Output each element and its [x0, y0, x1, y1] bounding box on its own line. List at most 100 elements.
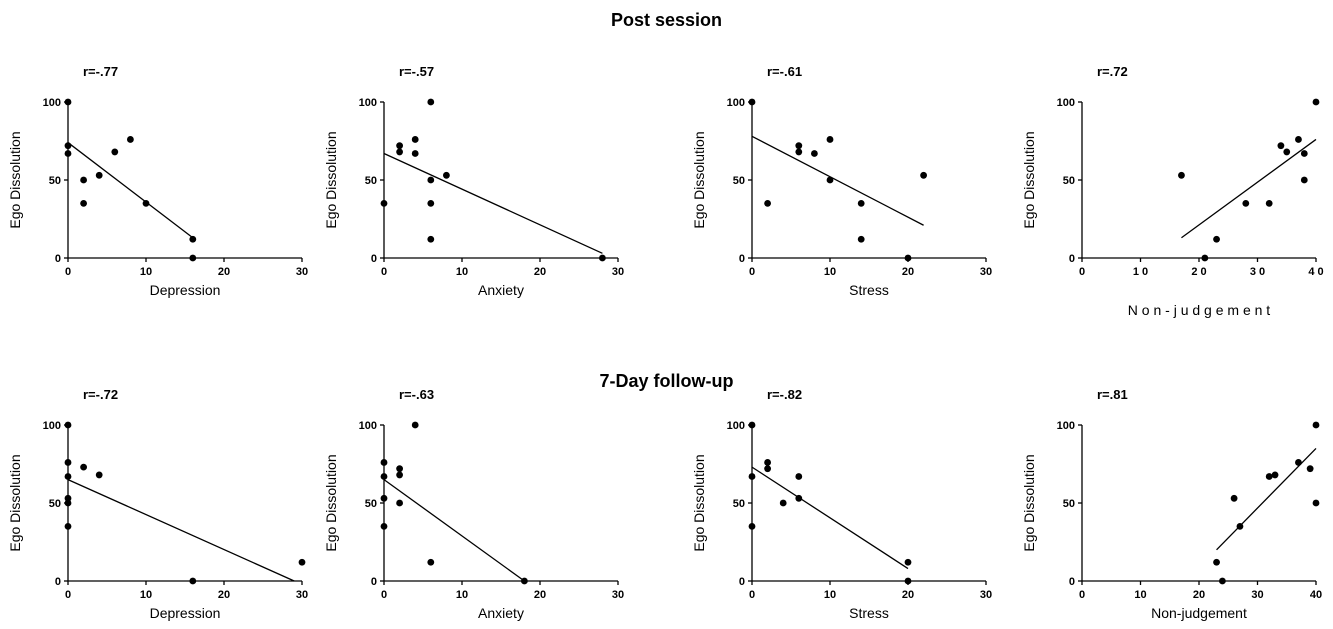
regression-line	[67, 142, 194, 239]
data-point	[411, 421, 419, 429]
x-tick-label: 0	[65, 266, 71, 278]
correlation-label: r=.72	[1097, 64, 1128, 79]
y-tick-label: 0	[1069, 576, 1075, 588]
scatter-panel-7: 0 50 100 0 10 20 30 Stress Ego Dissolution r=-.82	[691, 387, 992, 621]
data-point	[396, 499, 403, 507]
x-axis-label: N o n - j u d g e m e n t	[1128, 302, 1271, 318]
data-point	[1201, 254, 1209, 262]
data-point	[64, 150, 72, 157]
data-point	[1277, 142, 1285, 150]
data-point	[748, 98, 756, 106]
data-point	[1213, 235, 1220, 243]
y-axis-label: Ego Dissolution	[323, 131, 339, 228]
y-tick-label: 0	[371, 576, 377, 588]
data-point	[1230, 494, 1238, 502]
data-point	[795, 473, 803, 480]
x-tick-label: 2 0	[1191, 266, 1206, 278]
data-point	[795, 148, 803, 156]
correlation-label: r=-.57	[399, 64, 434, 79]
scatter-panel-2: 0 50 100 0 10 20 30 Anxiety Ego Dissolution r=-.5…	[323, 64, 624, 298]
x-tick-label: 0	[749, 589, 755, 601]
data-point	[427, 98, 435, 106]
data-point	[111, 148, 119, 156]
data-point	[1219, 577, 1226, 585]
regression-line	[383, 152, 603, 254]
x-tick-label: 30	[980, 266, 992, 278]
x-tick-label: 30	[296, 589, 308, 601]
data-point	[1213, 558, 1220, 566]
y-tick-label: 100	[727, 97, 745, 109]
data-point	[298, 558, 306, 566]
y-tick-label: 50	[49, 498, 61, 510]
data-point	[411, 136, 419, 143]
data-point	[1295, 136, 1302, 143]
x-tick-label: 3 0	[1250, 266, 1265, 278]
y-tick-label: 0	[1069, 253, 1075, 265]
data-point	[64, 421, 72, 429]
y-axis-label: Ego Dissolution	[7, 454, 23, 551]
y-tick-label: 50	[733, 175, 745, 187]
x-axis-label: Depression	[150, 282, 221, 298]
y-tick-label: 100	[43, 97, 61, 109]
data-point	[826, 176, 834, 184]
x-tick-label: 0	[381, 266, 387, 278]
x-tick-label: 20	[1193, 589, 1205, 601]
regression-line	[67, 479, 295, 582]
data-point	[811, 150, 818, 157]
y-axis-label: Ego Dissolution	[7, 131, 23, 228]
data-point	[427, 558, 435, 566]
data-point	[521, 577, 528, 585]
correlation-label: r=-.72	[83, 387, 118, 402]
data-point	[380, 459, 388, 466]
data-point	[64, 459, 72, 466]
y-tick-label: 50	[1063, 498, 1075, 510]
x-tick-label: 4 0	[1308, 266, 1323, 278]
x-tick-label: 10	[824, 589, 836, 601]
data-point	[904, 558, 912, 566]
data-point	[748, 421, 756, 429]
x-tick-label: 20	[218, 266, 230, 278]
data-point	[1300, 176, 1308, 184]
data-point	[80, 176, 87, 184]
data-point	[795, 142, 803, 150]
x-tick-label: 20	[534, 266, 546, 278]
y-tick-label: 0	[739, 253, 745, 265]
data-point	[826, 136, 834, 143]
data-point	[1265, 473, 1273, 480]
regression-line	[1181, 138, 1317, 239]
y-tick-label: 50	[365, 498, 377, 510]
x-axis-label: Stress	[849, 282, 889, 298]
data-point	[80, 200, 87, 207]
x-tick-label: 30	[612, 589, 624, 601]
x-tick-label: 10	[1134, 589, 1146, 601]
x-axis-label: Anxiety	[478, 282, 524, 298]
data-point	[380, 523, 388, 530]
correlation-label: r=-.82	[767, 387, 802, 402]
x-tick-label: 30	[296, 266, 308, 278]
y-tick-label: 100	[359, 420, 377, 432]
data-point	[1283, 148, 1291, 156]
x-tick-label: 10	[140, 266, 152, 278]
y-tick-label: 50	[733, 498, 745, 510]
data-point	[857, 235, 865, 243]
y-tick-label: 100	[359, 97, 377, 109]
y-tick-label: 50	[1063, 175, 1075, 187]
data-point	[599, 254, 606, 262]
data-point	[764, 459, 771, 466]
x-tick-label: 0	[381, 589, 387, 601]
x-tick-label: 30	[612, 266, 624, 278]
data-point	[1300, 150, 1308, 157]
y-axis-label: Ego Dissolution	[1021, 454, 1037, 551]
data-point	[1312, 98, 1320, 106]
x-tick-label: 10	[456, 266, 468, 278]
data-point	[396, 465, 403, 473]
regression-line	[751, 466, 909, 570]
data-point	[904, 254, 912, 262]
data-point	[1265, 200, 1273, 207]
x-axis-label: Anxiety	[478, 605, 524, 621]
data-point	[1306, 465, 1314, 473]
x-tick-label: 0	[1079, 266, 1085, 278]
x-axis-label: Stress	[849, 605, 889, 621]
data-point	[904, 577, 912, 585]
data-point	[396, 471, 403, 479]
